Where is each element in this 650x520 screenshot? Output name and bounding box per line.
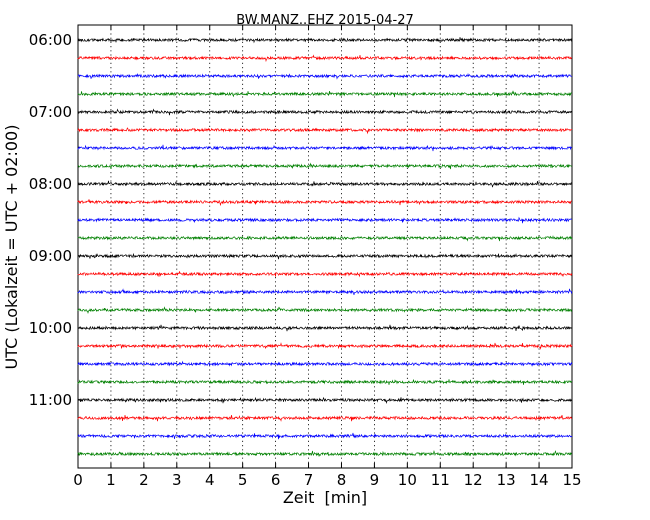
- trace-1015: [77, 342, 573, 350]
- y-axis-ticks: 06:00 07:00 08:00 09:00 10:00 11:00: [29, 31, 572, 409]
- x-tick-label-8: 8: [337, 471, 347, 489]
- trace-0900: [77, 252, 573, 260]
- x-axis-ticks: 0 1 2 3 4 5 6 7 8 9 10 11 12 13 14 15: [73, 25, 582, 489]
- trace-1045: [77, 379, 573, 385]
- chart-title: BW.MANZ..EHZ 2015-04-27: [236, 13, 414, 28]
- x-tick-label-15: 15: [562, 471, 581, 489]
- x-tick-label-2: 2: [139, 471, 149, 489]
- x-tick-label-14: 14: [530, 471, 549, 489]
- trace-0930: [77, 288, 573, 296]
- x-tick-label-12: 12: [464, 471, 483, 489]
- y-tick-label-3: 09:00: [29, 247, 72, 265]
- trace-0700: [77, 108, 573, 116]
- x-tick-label-11: 11: [431, 471, 450, 489]
- trace-0630: [77, 72, 573, 80]
- trace-0600: [77, 37, 573, 44]
- y-tick-label-5: 11:00: [29, 391, 72, 409]
- trace-0615: [77, 54, 573, 63]
- x-tick-label-5: 5: [238, 471, 248, 489]
- x-tick-label-9: 9: [370, 471, 380, 489]
- trace-0800: [77, 180, 573, 188]
- x-tick-label-6: 6: [271, 471, 281, 489]
- trace-1100: [77, 396, 573, 404]
- y-tick-label-4: 10:00: [29, 319, 72, 337]
- y-tick-label-1: 07:00: [29, 103, 72, 121]
- x-tick-label-1: 1: [106, 471, 116, 489]
- trace-0645: [77, 90, 573, 98]
- trace-0715: [77, 127, 573, 135]
- trace-1115: [77, 414, 573, 422]
- y-tick-label-0: 06:00: [29, 31, 72, 49]
- x-tick-label-0: 0: [73, 471, 83, 489]
- trace-0945: [77, 306, 573, 315]
- x-axis-label: Zeit [min]: [283, 488, 367, 507]
- trace-1000: [77, 324, 573, 332]
- x-tick-label-3: 3: [172, 471, 182, 489]
- trace-0730: [77, 144, 573, 152]
- y-tick-label-2: 08:00: [29, 175, 72, 193]
- x-tick-label-4: 4: [205, 471, 215, 489]
- trace-0815: [77, 199, 573, 207]
- x-tick-label-7: 7: [304, 471, 314, 489]
- trace-0915: [77, 271, 573, 278]
- trace-0830: [77, 216, 572, 224]
- traces: [77, 37, 573, 457]
- trace-1145: [77, 449, 573, 457]
- plot-frame: [77, 24, 573, 469]
- trace-0845: [77, 235, 573, 242]
- trace-1030: [77, 360, 573, 367]
- x-tick-label-10: 10: [398, 471, 417, 489]
- y-axis-label: UTC (Lokalzeit = UTC + 02:00): [2, 125, 21, 370]
- trace-0745: [77, 162, 573, 170]
- x-tick-label-13: 13: [497, 471, 516, 489]
- trace-1130: [77, 432, 573, 440]
